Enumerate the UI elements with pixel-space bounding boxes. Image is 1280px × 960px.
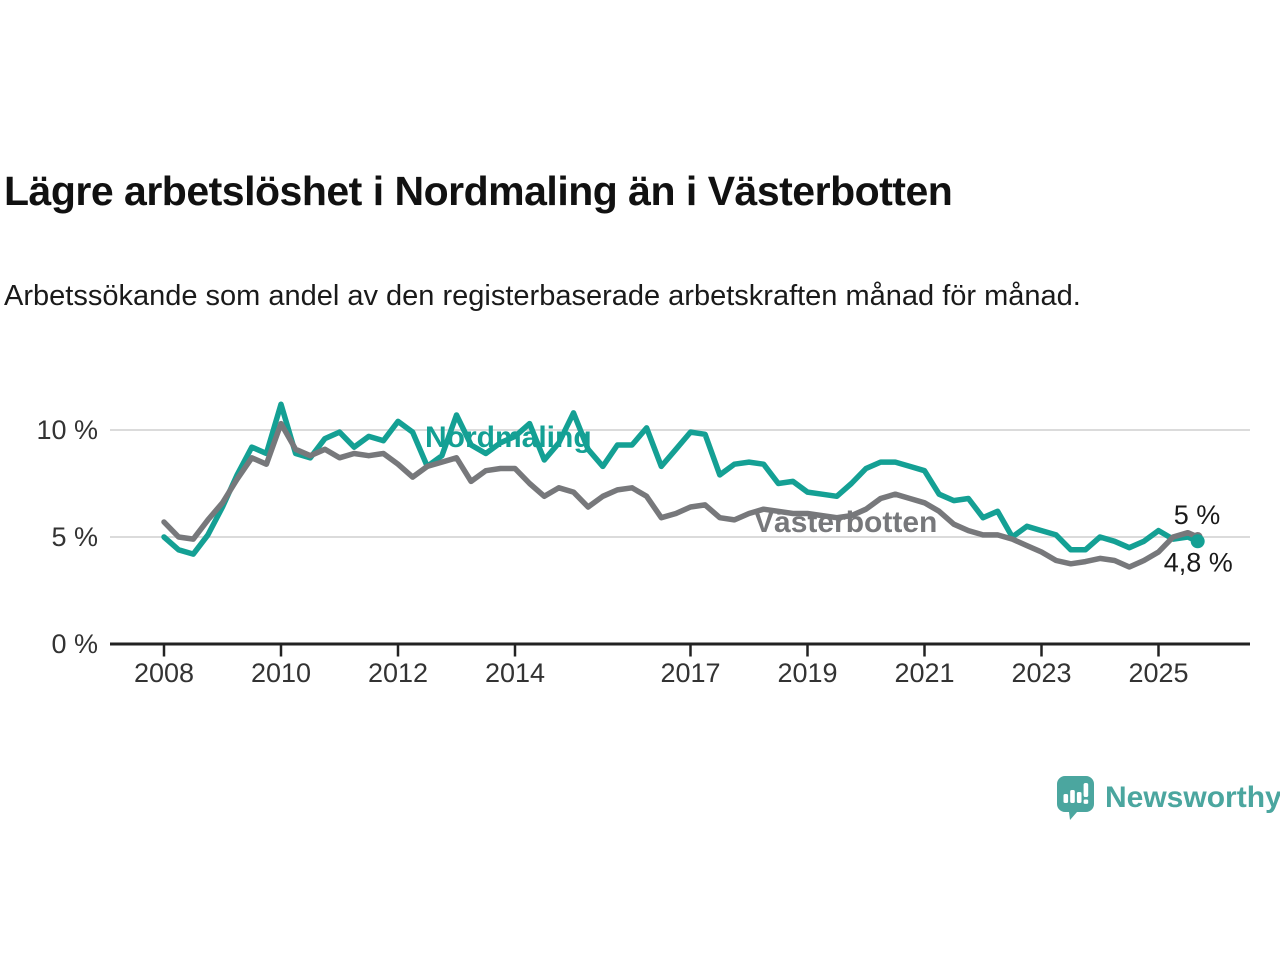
x-tick-label-2021: 2021 <box>894 658 954 688</box>
x-tick-label-2012: 2012 <box>368 658 428 688</box>
newsworthy-logo-text: Newsworthy <box>1105 781 1280 814</box>
series-end-dot-nordmaling <box>1190 534 1205 549</box>
end-value-label-västerbotten: 5 % <box>1174 500 1221 530</box>
y-tick-label-5%: 5 % <box>51 522 98 552</box>
x-tick-label-2010: 2010 <box>251 658 311 688</box>
y-tick-label-0%: 0 % <box>51 629 98 659</box>
series-label-västerbotten: Västerbotten <box>754 506 937 539</box>
end-value-label-nordmaling: 4,8 % <box>1164 547 1233 577</box>
x-tick-label-2008: 2008 <box>134 658 194 688</box>
y-tick-label-10%: 10 % <box>36 415 98 445</box>
x-tick-label-2017: 2017 <box>660 658 720 688</box>
x-tick-label-2019: 2019 <box>777 658 837 688</box>
newsworthy-logo: Newsworthy <box>1056 774 1280 822</box>
series-line-nordmaling <box>161 401 1201 557</box>
series-label-nordmaling: Nordmaling <box>425 421 592 454</box>
x-tick-label-2014: 2014 <box>485 658 545 688</box>
x-tick-label-2025: 2025 <box>1128 658 1188 688</box>
series-line-västerbotten <box>161 420 1201 570</box>
chart-subtitle: Arbetssökande som andel av den registerb… <box>4 280 1081 312</box>
newsworthy-speech-bubble-bar-chart-icon <box>1057 776 1094 820</box>
x-tick-label-2023: 2023 <box>1011 658 1071 688</box>
page-title: Lägre arbetslöshet i Nordmaling än i Väs… <box>4 168 953 215</box>
